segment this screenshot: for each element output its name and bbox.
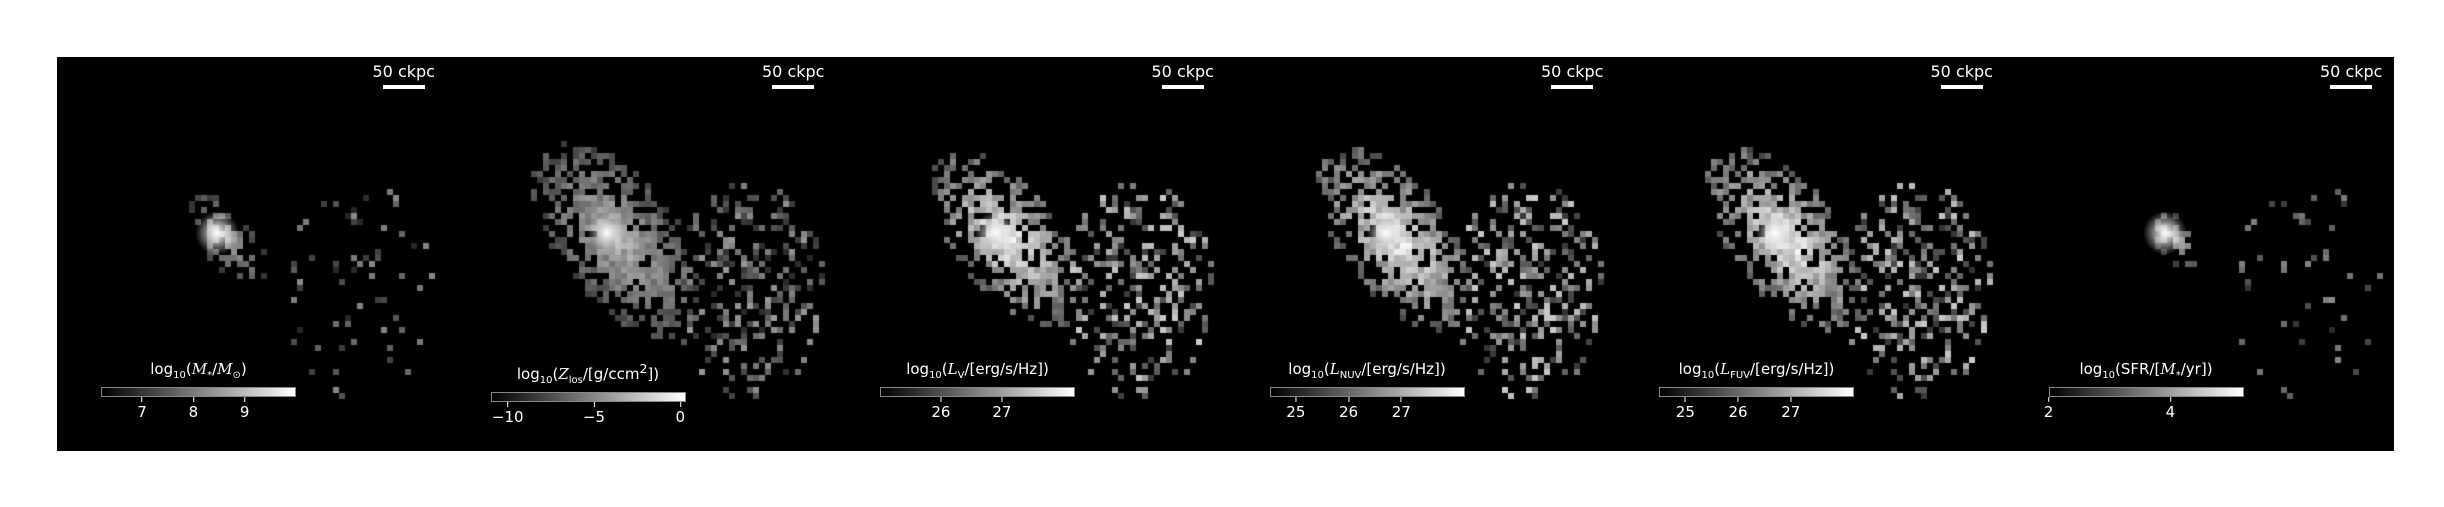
scalebar: 50 ckpc [1931, 63, 1993, 89]
scalebar: 50 ckpc [2320, 63, 2382, 89]
colorbar-tick: 25 [1676, 397, 1695, 421]
colorbar-title: log10(M*/M⊙) [150, 360, 247, 381]
colorbar-tick: −5 [583, 402, 605, 426]
scalebar-label: 50 ckpc [1151, 62, 1214, 81]
colorbar-title: log10(LV/[erg/s/Hz]) [906, 360, 1049, 381]
pixel-map-lv [836, 57, 1225, 451]
colorbar: log10(M*/M⊙) 7 8 9 [101, 360, 296, 421]
colorbar-tick: 25 [1286, 397, 1305, 421]
colorbar-title: log10(Zlos/[g/ccm2]) [516, 361, 660, 386]
scalebar-label: 50 ckpc [372, 62, 435, 81]
colorbar-tick: 2 [2044, 397, 2054, 421]
colorbar-tick: 27 [992, 397, 1011, 421]
colorbar-gradient [1659, 387, 1854, 397]
pixel-map-sfr [2004, 57, 2394, 451]
scalebar-line [772, 85, 814, 89]
colorbar-ticks: 25 26 27 [1659, 397, 1854, 421]
pixel-map-metallicity [446, 57, 836, 451]
colorbar-gradient [1269, 387, 1465, 397]
scalebar: 50 ckpc [1152, 63, 1214, 89]
scalebar-line [1161, 85, 1204, 89]
colorbar-tick: 26 [1729, 397, 1748, 421]
colorbar: log10(Zlos/[g/ccm2]) −10 −5 0 [490, 360, 686, 426]
scalebar: 50 ckpc [1541, 63, 1603, 89]
panel-lfuv: 50 ckpc log10(LFUV/[erg/s/Hz]) 25 26 27 [1615, 57, 2005, 451]
scalebar-line [1551, 85, 1593, 89]
colorbar-tick: 26 [931, 397, 950, 421]
colorbar-ticks: 7 8 9 [101, 397, 296, 421]
colorbar-title: log10(LNUV/[erg/s/Hz]) [1288, 360, 1446, 381]
colorbar: log10(LV/[erg/s/Hz]) 26 27 [880, 360, 1075, 421]
colorbar-ticks: −10 −5 0 [491, 402, 686, 426]
colorbar-tick: 8 [189, 397, 199, 421]
colorbar-tick: 9 [240, 397, 250, 421]
colorbar-title: log10(LFUV/[erg/s/Hz]) [1678, 360, 1835, 381]
scalebar-line [382, 85, 425, 89]
panel-lv: 50 ckpc log10(LV/[erg/s/Hz]) 26 27 [836, 57, 1226, 451]
scalebar-label: 50 ckpc [1541, 62, 1604, 81]
colorbar-tick: 27 [1781, 397, 1800, 421]
panel-metallicity: 50 ckpc log10(Zlos/[g/ccm2]) −10 −5 0 [446, 57, 836, 451]
colorbar-tick: 27 [1392, 397, 1411, 421]
colorbar-gradient [101, 387, 296, 397]
pixel-map-mass [57, 57, 446, 451]
colorbar: log10(SFR/[M*/yr]) 2 4 [2044, 360, 2244, 421]
colorbar-ticks: 25 26 27 [1270, 397, 1465, 421]
scalebar-line [2330, 85, 2372, 89]
scalebar-label: 50 ckpc [1930, 62, 1993, 81]
colorbar-tick: 4 [2166, 397, 2176, 421]
image-strip: 50 ckpc log10(M*/M⊙) 7 8 9 50 ckpc log10(Zlos/… [57, 57, 2394, 451]
colorbar: log10(LFUV/[erg/s/Hz]) 25 26 27 [1659, 360, 1854, 421]
panel-sfr: 50 ckpc log10(SFR/[M*/yr]) 2 4 [2004, 57, 2394, 451]
scalebar: 50 ckpc [762, 63, 824, 89]
colorbar: log10(LNUV/[erg/s/Hz]) 25 26 27 [1269, 360, 1465, 421]
colorbar-gradient [490, 392, 686, 402]
scalebar-line [1940, 85, 1983, 89]
colorbar-tick: 26 [1339, 397, 1358, 421]
colorbar-tick: 7 [137, 397, 147, 421]
scalebar-label: 50 ckpc [762, 62, 825, 81]
panel-lnuv: 50 ckpc log10(LNUV/[erg/s/Hz]) 25 26 27 [1225, 57, 1615, 451]
panel-mass: 50 ckpc log10(M*/M⊙) 7 8 9 [57, 57, 447, 451]
colorbar-gradient [2048, 387, 2244, 397]
colorbar-tick: −10 [492, 402, 524, 426]
scalebar: 50 ckpc [373, 63, 435, 89]
colorbar-tick: 0 [676, 402, 686, 426]
pixel-map-lfuv [1615, 57, 2004, 451]
colorbar-title: log10(SFR/[M*/yr]) [2079, 360, 2213, 381]
scalebar-label: 50 ckpc [2320, 62, 2383, 81]
colorbar-ticks: 26 27 [880, 397, 1075, 421]
pixel-map-lnuv [1225, 57, 1615, 451]
colorbar-gradient [880, 387, 1075, 397]
